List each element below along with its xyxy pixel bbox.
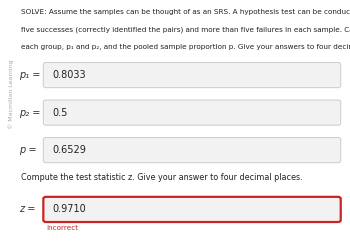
Text: each group, p₁ and p₂, and the pooled sample proportion p. Give your answers to : each group, p₁ and p₂, and the pooled sa…: [21, 44, 350, 50]
Text: Compute the test statistic z. Give your answer to four decimal places.: Compute the test statistic z. Give your …: [21, 173, 302, 182]
Text: z =: z =: [19, 205, 35, 214]
Text: p₂ =: p₂ =: [19, 108, 40, 118]
Text: SOLVE: Assume the samples can be thought of as an SRS. A hypothesis test can be : SOLVE: Assume the samples can be thought…: [21, 9, 350, 15]
Text: © Macmillan Learning: © Macmillan Learning: [8, 60, 14, 129]
Text: five successes (correctly identified the pairs) and more than five failures in e: five successes (correctly identified the…: [21, 26, 350, 33]
Text: p =: p =: [19, 145, 36, 155]
Text: 0.8033: 0.8033: [52, 70, 86, 80]
FancyBboxPatch shape: [43, 100, 341, 125]
FancyBboxPatch shape: [43, 197, 341, 222]
Text: Incorrect: Incorrect: [46, 225, 78, 231]
Text: 0.6529: 0.6529: [52, 145, 86, 155]
FancyBboxPatch shape: [43, 62, 341, 88]
Text: p₁ =: p₁ =: [19, 70, 40, 80]
Text: 0.5: 0.5: [52, 108, 68, 118]
FancyBboxPatch shape: [43, 138, 341, 163]
Text: 0.9710: 0.9710: [52, 205, 86, 214]
